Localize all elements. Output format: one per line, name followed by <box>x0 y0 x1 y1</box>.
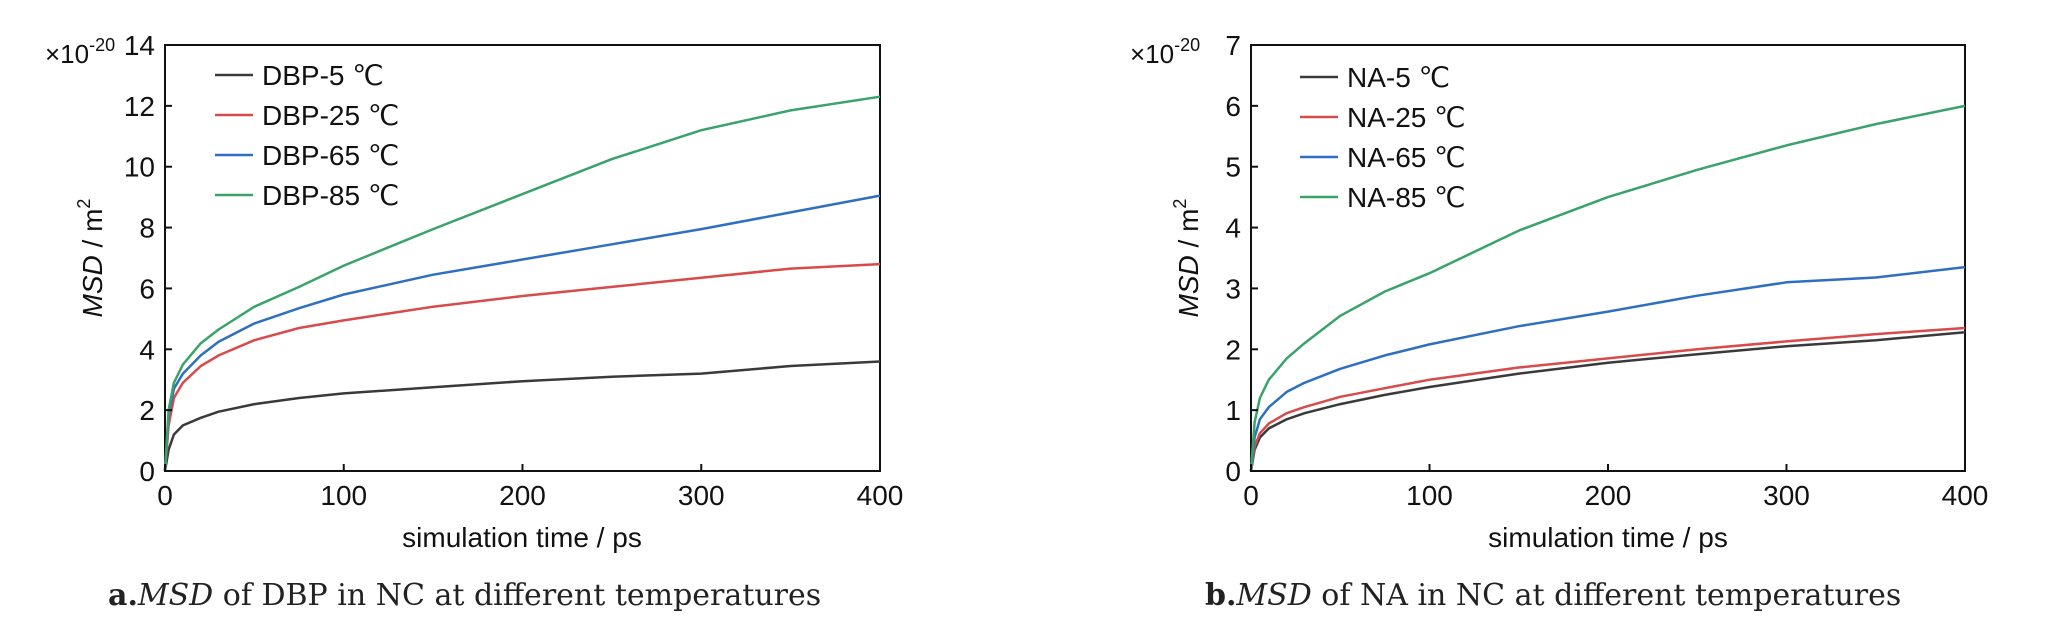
legend-label: DBP-85 ℃ <box>262 180 399 211</box>
chart-panel-b: 0 100 200 300 400 0 1 2 3 4 5 6 7 NA-5 ℃ NA-25 ℃ NA-65… <box>1130 30 1988 613</box>
y-tick-label: 12 <box>124 91 155 122</box>
x-tick-label: 0 <box>1243 480 1259 511</box>
y-tick-label: 0 <box>1225 456 1241 487</box>
y-tick-label: 10 <box>124 152 155 183</box>
series-line-2 <box>1249 326 1966 472</box>
legend-label: NA-25 ℃ <box>1347 102 1466 133</box>
y-tick-label: 2 <box>139 395 155 426</box>
series-line-1 <box>163 360 881 472</box>
legend-label: NA-5 ℃ <box>1347 62 1450 93</box>
x-axis-title: simulation time / ps <box>1488 522 1728 553</box>
legend-label: NA-65 ℃ <box>1347 142 1466 173</box>
series-line-2 <box>163 262 881 472</box>
tick-layer: 0 100 200 300 400 0 2 4 6 8 10 12 14 <box>124 30 904 511</box>
x-tick-label: 100 <box>320 480 367 511</box>
legend-label: DBP-65 ℃ <box>262 140 399 171</box>
y-tick-label: 4 <box>1225 213 1241 244</box>
series-layer <box>1249 104 1966 472</box>
y-tick-label: 6 <box>1225 91 1241 122</box>
chart-panel-a: 0 100 200 300 400 0 2 4 6 8 10 12 14 DBP-5 ℃ DBP-25 ℃… <box>45 30 903 613</box>
x-tick-label: 100 <box>1406 480 1453 511</box>
x-tick-label: 300 <box>1763 480 1810 511</box>
y-tick-label: 3 <box>1225 273 1241 304</box>
caption: a.MSD of DBP in NC at different temperat… <box>108 578 821 613</box>
y-multiplier: ×10-20 <box>1130 35 1200 69</box>
series-line-4 <box>1249 104 1966 472</box>
x-tick-label: 0 <box>157 480 173 511</box>
series-line-3 <box>163 194 881 472</box>
series-layer <box>163 95 881 472</box>
legend: NA-5 ℃ NA-25 ℃ NA-65 ℃ NA-85 ℃ <box>1300 62 1466 213</box>
y-axis-title: MSD / m2 <box>74 199 108 318</box>
legend: DBP-5 ℃ DBP-25 ℃ DBP-65 ℃ DBP-85 ℃ <box>215 60 399 211</box>
x-axis-title: simulation time / ps <box>402 522 642 553</box>
y-axis-title: MSD / m2 <box>1170 199 1204 318</box>
x-tick-label: 200 <box>499 480 546 511</box>
y-tick-label: 0 <box>139 456 155 487</box>
legend-label: DBP-25 ℃ <box>262 100 399 131</box>
y-tick-label: 7 <box>1225 30 1241 61</box>
y-tick-label: 8 <box>139 213 155 244</box>
y-tick-label: 4 <box>139 334 155 365</box>
series-line-4 <box>163 95 881 472</box>
series-line-1 <box>1249 330 1966 472</box>
y-tick-label: 1 <box>1225 395 1241 426</box>
y-tick-label: 14 <box>124 30 155 61</box>
x-tick-label: 200 <box>1585 480 1632 511</box>
y-tick-label: 5 <box>1225 152 1241 183</box>
x-tick-label: 400 <box>1942 480 1989 511</box>
legend-label: NA-85 ℃ <box>1347 182 1466 213</box>
x-tick-label: 300 <box>678 480 725 511</box>
series-line-3 <box>1249 265 1966 472</box>
caption: b.MSD of NA in NC at different temperatu… <box>1205 578 1901 613</box>
legend-label: DBP-5 ℃ <box>262 60 384 91</box>
y-multiplier: ×10-20 <box>45 35 115 69</box>
y-tick-label: 2 <box>1225 334 1241 365</box>
tick-layer: 0 100 200 300 400 0 1 2 3 4 5 6 7 <box>1225 30 1988 511</box>
x-tick-label: 400 <box>857 480 904 511</box>
y-tick-label: 6 <box>139 273 155 304</box>
